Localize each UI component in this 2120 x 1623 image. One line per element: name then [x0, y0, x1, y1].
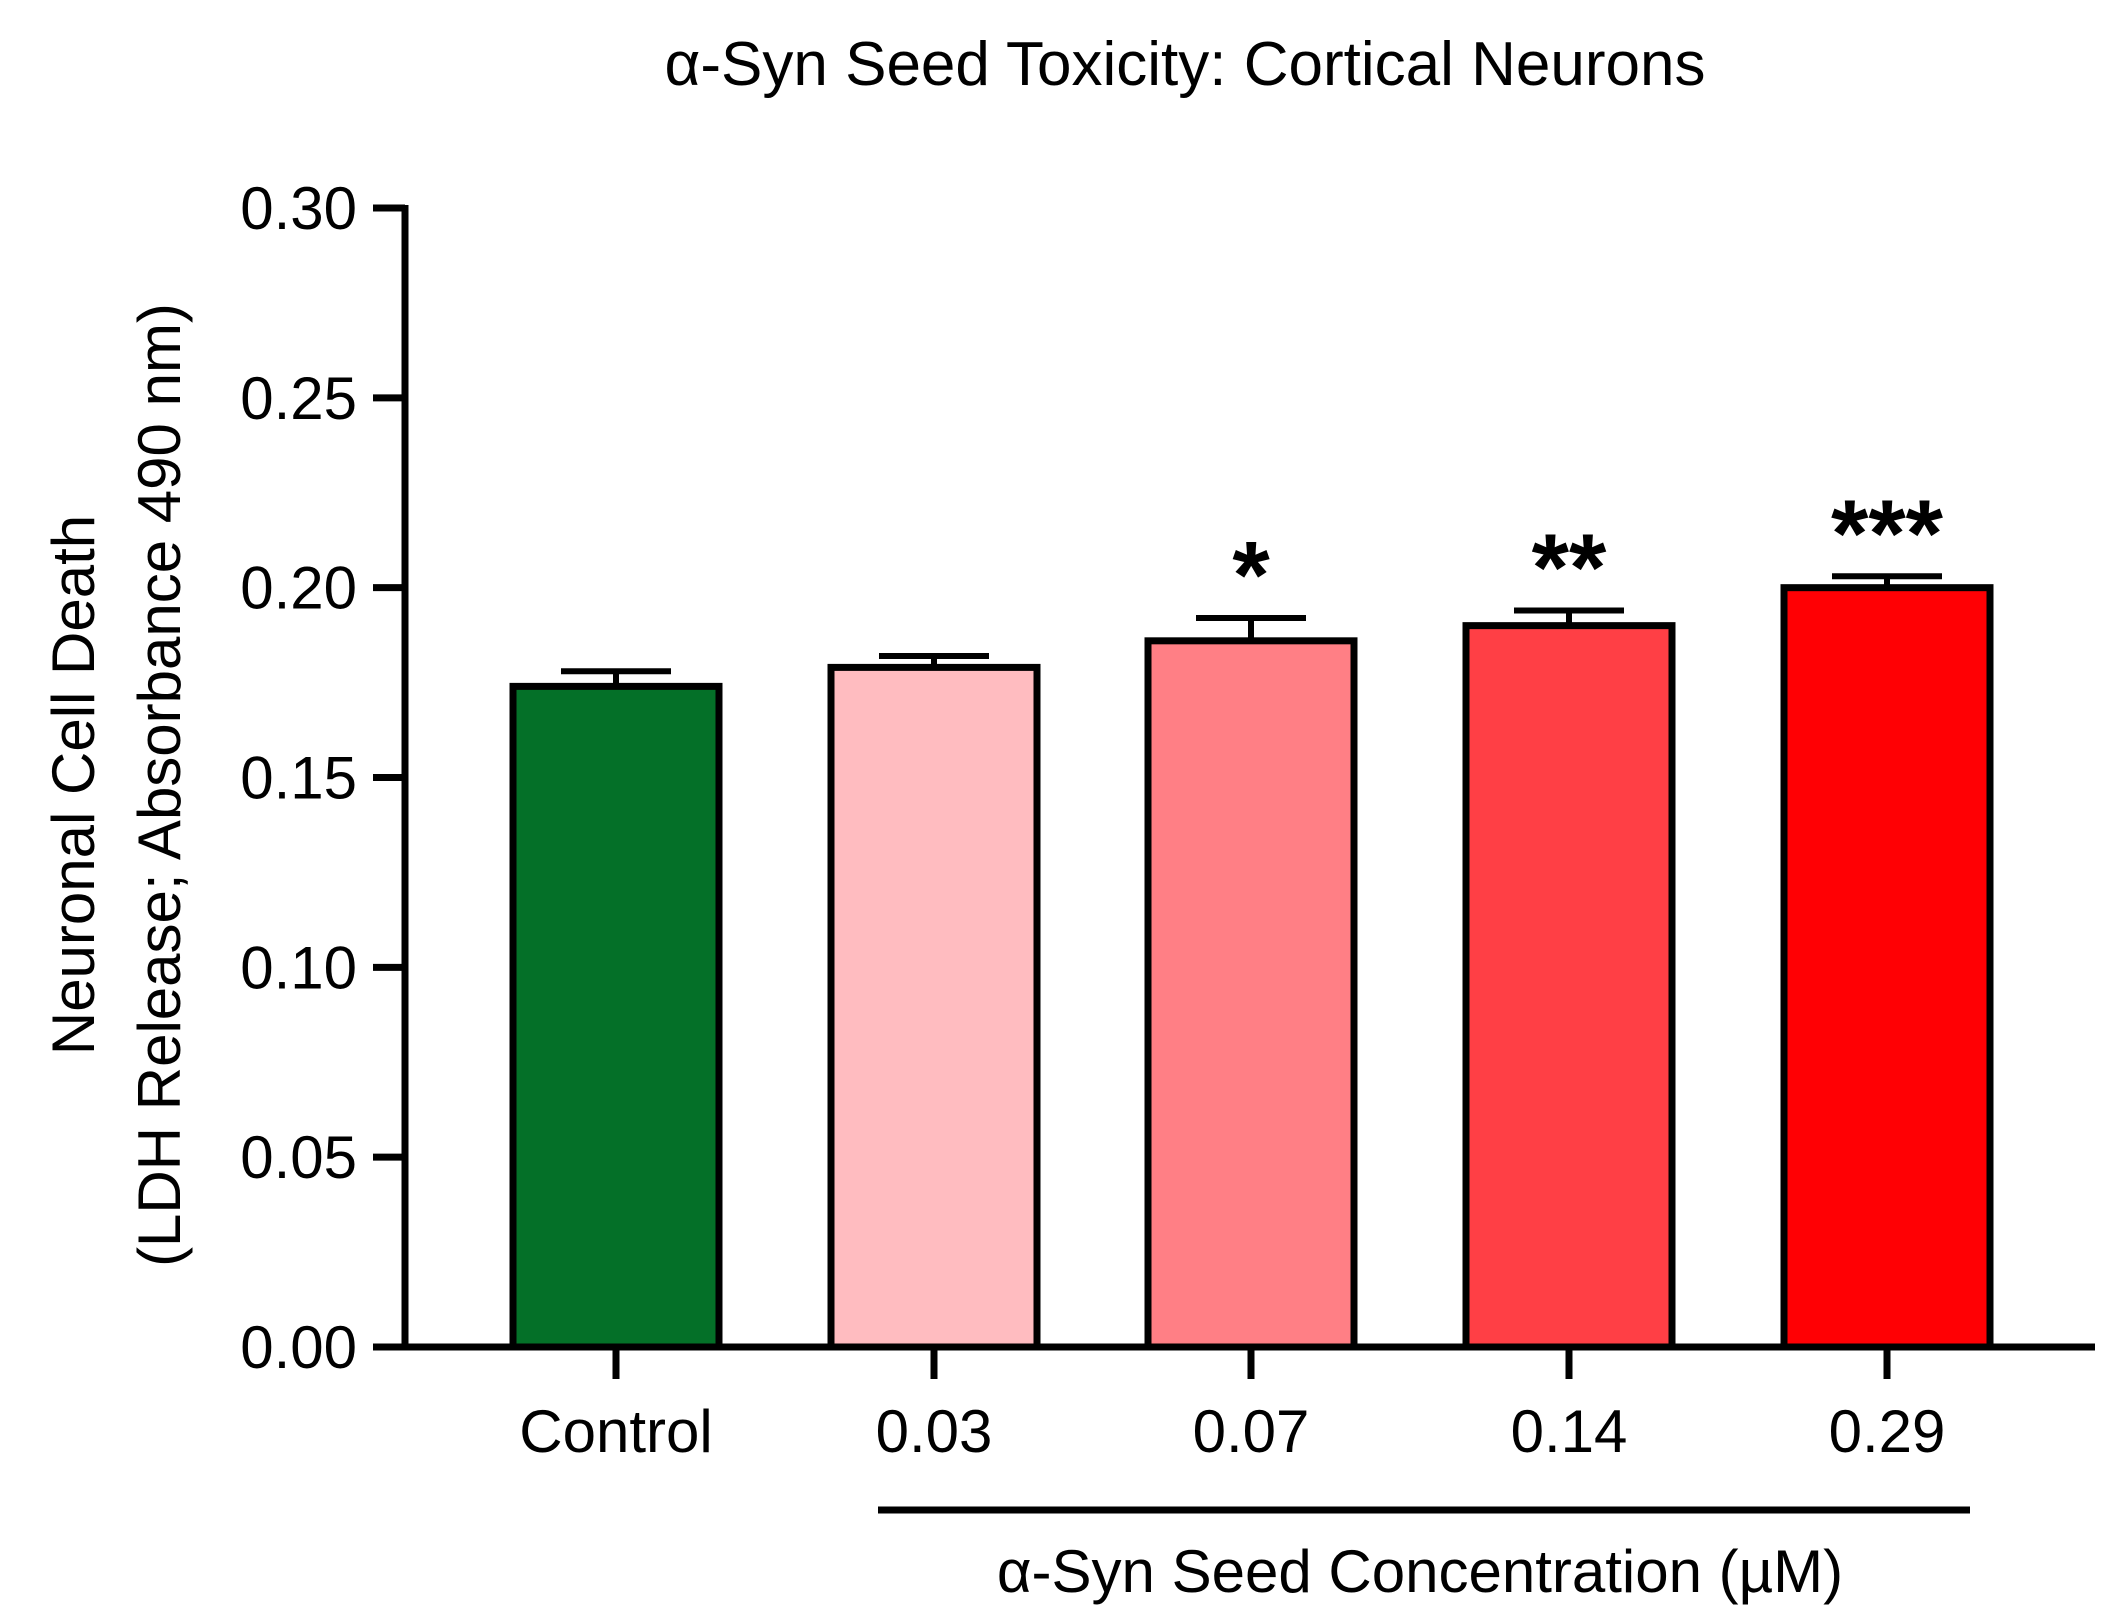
bar — [1462, 622, 1676, 1351]
significance-marker: * — [1232, 522, 1270, 629]
significance-marker: ** — [1532, 514, 1607, 621]
x-tick-label: 0.07 — [1193, 1398, 1310, 1465]
bars-group: * ** *** — [509, 480, 1994, 1351]
x-tick-label: 0.14 — [1511, 1398, 1628, 1465]
bar — [827, 663, 1041, 1351]
chart-title: α-Syn Seed Toxicity: Cortical Neurons — [665, 30, 1706, 99]
y-tick-label: 0.30 — [240, 175, 357, 242]
x-tick-label: 0.03 — [876, 1398, 993, 1465]
y-tick-label: 0.10 — [240, 934, 357, 1001]
x-tick-label: Control — [519, 1398, 712, 1465]
y-axis-label-line2: (LDH Release; Absorbance 490 nm) — [126, 303, 193, 1267]
y-tick-label: 0.25 — [240, 365, 357, 432]
bar — [509, 682, 723, 1351]
y-axis: 0.00 0.05 0.10 0.15 0.20 0.25 0.30 — [240, 175, 409, 1381]
bar — [1144, 637, 1358, 1351]
y-axis-label-line1: Neuronal Cell Death — [40, 515, 107, 1055]
y-tick-label: 0.00 — [240, 1314, 357, 1381]
x-axis: Control 0.03 0.07 0.14 0.29 — [402, 1343, 2095, 1465]
y-tick-label: 0.05 — [240, 1124, 357, 1191]
bar — [1780, 584, 1994, 1351]
x-tick-label: 0.29 — [1829, 1398, 1946, 1465]
y-axis-label: Neuronal Cell Death (LDH Release; Absorb… — [40, 303, 193, 1267]
y-tick-label: 0.20 — [240, 555, 357, 622]
x-axis-label: α-Syn Seed Concentration (µM) — [997, 1538, 1843, 1605]
y-tick-label: 0.15 — [240, 745, 357, 812]
significance-marker: *** — [1831, 480, 1944, 587]
